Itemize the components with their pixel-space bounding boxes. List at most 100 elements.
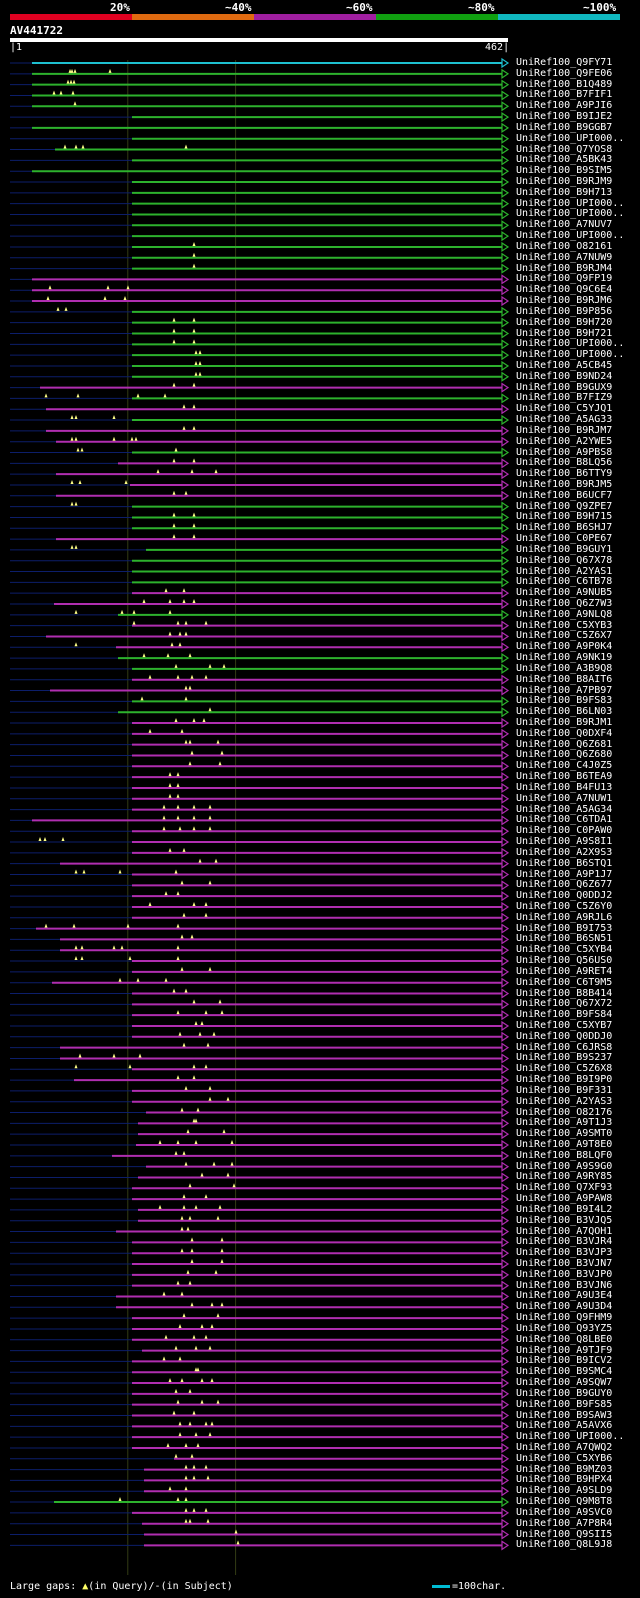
hit-label[interactable]: UniRef100_A5BK43 — [516, 154, 613, 166]
hit-label[interactable]: UniRef100_B9H713 — [516, 186, 613, 198]
hit-label[interactable]: UniRef100_Q7XF93 — [516, 1182, 613, 1194]
hit-label[interactable]: UniRef100_Q6Z680 — [516, 749, 613, 761]
hit-label[interactable]: UniRef100_C5Z6X8 — [516, 1063, 613, 1075]
hit-label[interactable]: UniRef100_C5Z6X7 — [516, 630, 613, 642]
hit-label[interactable]: UniRef100_UPI000.. — [516, 197, 625, 209]
hit-label[interactable]: UniRef100_C5XYB4 — [516, 944, 613, 956]
hit-label[interactable]: UniRef100_B1Q489 — [516, 78, 613, 90]
hit-label[interactable]: UniRef100_O82161 — [516, 240, 613, 252]
hit-label[interactable]: UniRef100_A7P8R4 — [516, 1517, 613, 1529]
hit-label[interactable]: UniRef100_C5YJQ1 — [516, 403, 613, 415]
hit-label[interactable]: UniRef100_B9RJM5 — [516, 478, 613, 490]
hit-label[interactable]: UniRef100_B7FIZ9 — [516, 392, 613, 404]
hit-label[interactable]: UniRef100_Q7YOS8 — [516, 143, 613, 155]
hit-label[interactable]: UniRef100_C0PAW0 — [516, 825, 613, 837]
hit-label[interactable]: UniRef100_Q9C6E4 — [516, 284, 613, 296]
hit-label[interactable]: UniRef100_B8LQ56 — [516, 457, 613, 469]
hit-label[interactable]: UniRef100_A9T8E0 — [516, 1139, 613, 1150]
hit-label[interactable]: UniRef100_A9NK19 — [516, 652, 613, 664]
hit-label[interactable]: UniRef100_A9SQW7 — [516, 1377, 613, 1389]
hit-label[interactable]: UniRef100_B9FS84 — [516, 1009, 613, 1021]
hit-label[interactable]: UniRef100_B9GUY0 — [516, 1387, 613, 1399]
hit-label[interactable]: UniRef100_Q9ZPE7 — [516, 500, 613, 512]
hit-label[interactable]: UniRef100_B9FS83 — [516, 695, 613, 707]
hit-label[interactable]: UniRef100_C4J0Z5 — [516, 760, 613, 772]
hit-label[interactable]: UniRef100_A9P1J7 — [516, 868, 613, 880]
hit-label[interactable]: UniRef100_A9TJF9 — [516, 1344, 613, 1356]
hit-label[interactable]: UniRef100_B3VJN7 — [516, 1258, 613, 1270]
hit-label[interactable]: UniRef100_B3VJR4 — [516, 1236, 613, 1248]
hit-label[interactable]: UniRef100_Q93YZ5 — [516, 1322, 613, 1334]
hit-label[interactable]: UniRef100_Q67X72 — [516, 998, 613, 1010]
hit-label[interactable]: UniRef100_B9I4L2 — [516, 1203, 613, 1215]
hit-label[interactable]: UniRef100_B9ND24 — [516, 370, 613, 382]
hit-label[interactable]: UniRef100_C6TB78 — [516, 576, 613, 588]
hit-label[interactable]: UniRef100_B3VJN6 — [516, 1279, 613, 1291]
hit-label[interactable]: UniRef100_Q9FE06 — [516, 67, 613, 79]
hit-label[interactable]: UniRef100_A9S8I1 — [516, 836, 613, 848]
hit-label[interactable]: UniRef100_A3B9Q8 — [516, 662, 613, 674]
hit-label[interactable]: UniRef100_B4FU13 — [516, 781, 613, 793]
hit-label[interactable]: UniRef100_UPI000.. — [516, 208, 625, 220]
hit-label[interactable]: UniRef100_B9H715 — [516, 511, 613, 523]
hit-label[interactable]: UniRef100_B9P856 — [516, 305, 613, 317]
hit-label[interactable]: UniRef100_A9SVC0 — [516, 1506, 613, 1518]
hit-label[interactable]: UniRef100_A9SLD9 — [516, 1485, 613, 1497]
hit-label[interactable]: UniRef100_B9I9P0 — [516, 1074, 613, 1086]
hit-label[interactable]: UniRef100_B3VJP3 — [516, 1247, 613, 1259]
hit-label[interactable]: UniRef100_UPI000.. — [516, 338, 625, 350]
hit-label[interactable]: UniRef100_A5AG33 — [516, 414, 613, 426]
hit-label[interactable]: UniRef100_B9IJE2 — [516, 111, 613, 123]
hit-label[interactable]: UniRef100_A9U3E4 — [516, 1290, 613, 1302]
hit-label[interactable]: UniRef100_Q8LBE0 — [516, 1333, 613, 1345]
hit-label[interactable]: UniRef100_B6TEA9 — [516, 771, 613, 783]
hit-label[interactable]: UniRef100_B8B414 — [516, 987, 613, 999]
hit-label[interactable]: UniRef100_C5Z6Y0 — [516, 900, 613, 912]
hit-label[interactable]: UniRef100_A9SMT0 — [516, 1128, 613, 1140]
hit-label[interactable]: UniRef100_Q9FP19 — [516, 273, 613, 285]
hit-label[interactable]: UniRef100_B6LN03 — [516, 706, 613, 718]
hit-label[interactable]: UniRef100_A9PAW8 — [516, 1193, 613, 1205]
hit-label[interactable]: UniRef100_B6UCF7 — [516, 489, 613, 501]
hit-label[interactable]: UniRef100_Q0DDJ0 — [516, 1030, 613, 1042]
hit-label[interactable]: UniRef100_B6SN51 — [516, 933, 613, 945]
hit-label[interactable]: UniRef100_A9U3D4 — [516, 1301, 613, 1313]
hit-label[interactable]: UniRef100_B8LQF0 — [516, 1149, 613, 1161]
hit-label[interactable]: UniRef100_A5AG34 — [516, 803, 613, 815]
hit-label[interactable]: UniRef100_Q9M8T8 — [516, 1496, 613, 1508]
hit-label[interactable]: UniRef100_UPI000.. — [516, 1431, 625, 1443]
hit-label[interactable]: UniRef100_B9GUY1 — [516, 543, 613, 555]
hit-label[interactable]: UniRef100_C5XYB3 — [516, 619, 613, 631]
hit-label[interactable]: UniRef100_A7NUW9 — [516, 251, 613, 263]
hit-label[interactable]: UniRef100_A7PB97 — [516, 684, 613, 696]
hit-label[interactable]: UniRef100_C5XYB7 — [516, 1019, 613, 1031]
hit-label[interactable]: UniRef100_A9PJI6 — [516, 100, 613, 112]
hit-label[interactable]: UniRef100_B9H721 — [516, 327, 613, 339]
hit-label[interactable]: UniRef100_A9S9G0 — [516, 1160, 613, 1172]
hit-label[interactable]: UniRef100_A2YWE5 — [516, 435, 613, 447]
hit-label[interactable]: UniRef100_B3VJP0 — [516, 1268, 613, 1280]
hit-label[interactable]: UniRef100_A9RJL6 — [516, 911, 613, 923]
hit-label[interactable]: UniRef100_B9SIM5 — [516, 165, 613, 177]
hit-label[interactable]: UniRef100_A7QOH1 — [516, 1225, 613, 1237]
hit-label[interactable]: UniRef100_C6TDA1 — [516, 814, 613, 826]
hit-label[interactable]: UniRef100_A5AVX6 — [516, 1420, 613, 1432]
hit-label[interactable]: UniRef100_B7FIF1 — [516, 89, 613, 101]
hit-label[interactable]: UniRef100_A9NLQ8 — [516, 608, 613, 620]
hit-label[interactable]: UniRef100_B9RJM6 — [516, 295, 613, 307]
hit-label[interactable]: UniRef100_B9RJM4 — [516, 262, 613, 274]
hit-label[interactable]: UniRef100_Q56US0 — [516, 955, 613, 967]
hit-label[interactable]: UniRef100_Q0DXF4 — [516, 727, 613, 739]
hit-label[interactable]: UniRef100_A9P0K4 — [516, 641, 613, 653]
hit-label[interactable]: UniRef100_A9T1J3 — [516, 1117, 613, 1129]
hit-label[interactable]: UniRef100_A9RY85 — [516, 1171, 613, 1183]
hit-label[interactable]: UniRef100_B9SMC4 — [516, 1366, 613, 1378]
hit-label[interactable]: UniRef100_C6JRS8 — [516, 1041, 613, 1053]
hit-label[interactable]: UniRef100_B9ICV2 — [516, 1355, 613, 1367]
hit-label[interactable]: UniRef100_B9HPX4 — [516, 1474, 613, 1486]
hit-label[interactable]: UniRef100_B9GGB7 — [516, 121, 613, 133]
hit-label[interactable]: UniRef100_A9NUB5 — [516, 587, 613, 599]
hit-label[interactable]: UniRef100_B9RJM9 — [516, 176, 613, 188]
hit-label[interactable]: UniRef100_Q9FY71 — [516, 57, 613, 68]
hit-label[interactable]: UniRef100_O82176 — [516, 1106, 613, 1118]
